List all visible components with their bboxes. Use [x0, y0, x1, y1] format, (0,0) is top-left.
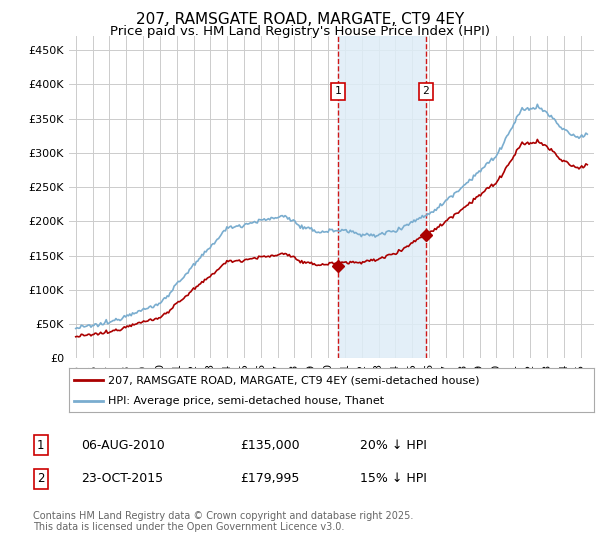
Text: 2: 2 — [422, 86, 429, 96]
Text: 20% ↓ HPI: 20% ↓ HPI — [360, 438, 427, 452]
Text: Contains HM Land Registry data © Crown copyright and database right 2025.
This d: Contains HM Land Registry data © Crown c… — [33, 511, 413, 533]
Text: HPI: Average price, semi-detached house, Thanet: HPI: Average price, semi-detached house,… — [109, 396, 385, 405]
Text: 06-AUG-2010: 06-AUG-2010 — [81, 438, 165, 452]
Text: 15% ↓ HPI: 15% ↓ HPI — [360, 472, 427, 486]
Text: 1: 1 — [335, 86, 341, 96]
Text: 2: 2 — [37, 472, 44, 486]
Text: Price paid vs. HM Land Registry's House Price Index (HPI): Price paid vs. HM Land Registry's House … — [110, 25, 490, 38]
Text: 23-OCT-2015: 23-OCT-2015 — [81, 472, 163, 486]
Text: £135,000: £135,000 — [240, 438, 299, 452]
Text: 207, RAMSGATE ROAD, MARGATE, CT9 4EY: 207, RAMSGATE ROAD, MARGATE, CT9 4EY — [136, 12, 464, 27]
Text: 207, RAMSGATE ROAD, MARGATE, CT9 4EY (semi-detached house): 207, RAMSGATE ROAD, MARGATE, CT9 4EY (se… — [109, 375, 480, 385]
Bar — [338, 36, 426, 358]
Text: 1: 1 — [37, 438, 44, 452]
Text: £179,995: £179,995 — [240, 472, 299, 486]
